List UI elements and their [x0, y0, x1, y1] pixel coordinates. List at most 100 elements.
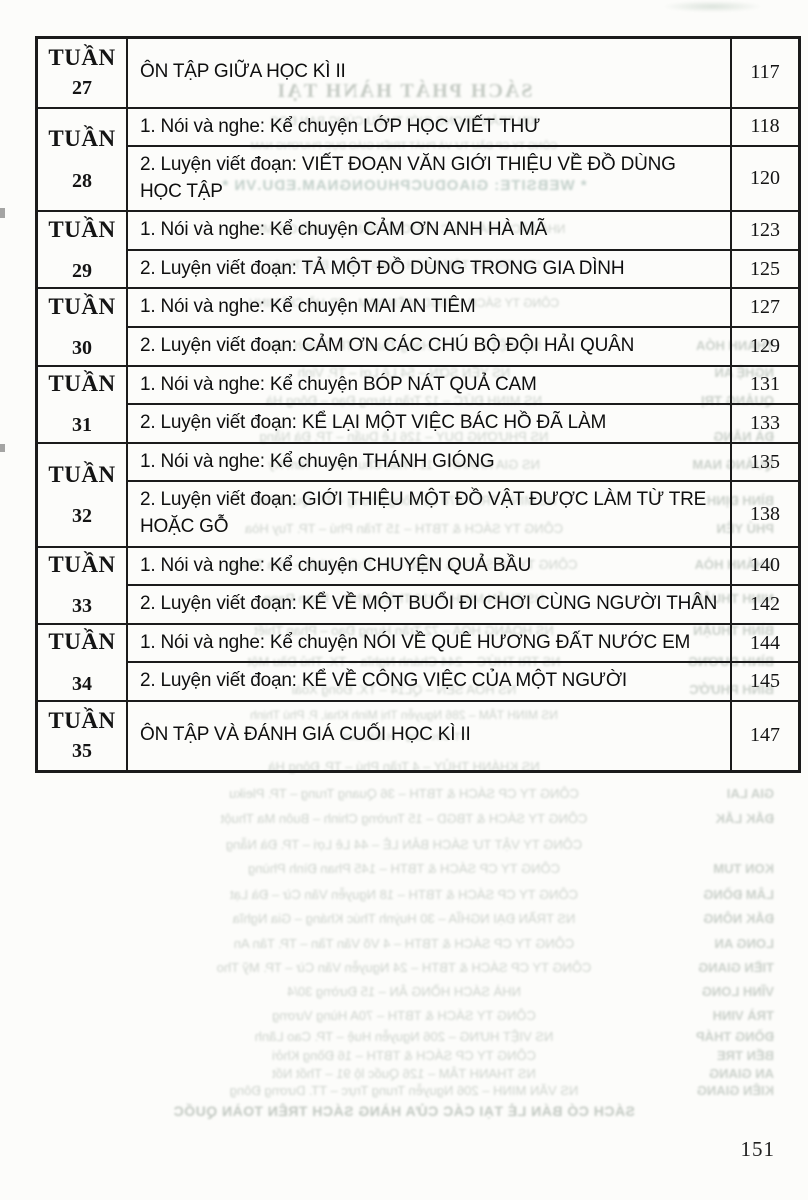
bleed-province-label: ĐẮK LẮK [715, 811, 775, 826]
scan-speck [0, 444, 5, 452]
toc-row: 2. Luyện viết đoạn: GIỚI THIỆU MỘT ĐỒ VẬ… [37, 480, 801, 548]
page-ref-cell: 129 [730, 326, 801, 367]
bleed-text: CÔNG TY CP SÁCH & TBTH – 16 Đồng Khởi [271, 1048, 537, 1063]
week-cell: TUẦN 32 [35, 441, 128, 548]
bleed-province-label: TRÀ VINH [712, 1008, 774, 1023]
bleed-province-label: LONG AN [714, 936, 774, 951]
lesson-title-cell: 2. Luyện viết đoạn: KỂ LẠI MỘT VIỆC BÁC … [126, 403, 732, 444]
lesson-title-cell: 2. Luyện viết đoạn: VIẾT ĐOẠN VĂN GIỚI T… [126, 145, 732, 213]
page-ref-cell: 142 [730, 584, 801, 625]
toc-row: TUẦN 34 1. Nói và nghe: Kể chuyện NÓI VỀ Q… [35, 622, 801, 703]
lesson-title-cell: 1. Nói và nghe: Kể chuyện THÁNH GIÓNG [126, 441, 732, 483]
week-group: TUẦN 33 1. Nói và nghe: Kể chuyện CHUYỆN Q… [35, 545, 801, 625]
lesson-title-cell: 1. Nói và nghe: Kể chuyện CHUYỆN QUẢ BẦU [126, 545, 732, 587]
page-ref-cell: 138 [730, 480, 801, 548]
lesson-title-cell: 2. Luyện viết đoạn: CẢM ƠN CÁC CHÚ BỘ ĐỘ… [126, 326, 732, 367]
week-label: TUẦN [48, 216, 116, 242]
toc-row: TUẦN 30 1. Nói và nghe: Kể chuyện MAI AN T… [35, 287, 801, 367]
toc-row: 2. Luyện viết đoạn: KỂ VỀ CÔNG VIỆC CỦA … [37, 661, 801, 702]
bleed-line: TIỀN GIANG CÔNG TY CP SÁCH & TBTH – 24 Ng… [0, 960, 808, 976]
bleed-text: CÔNG TY CP SÁCH & TBTH – 24 Nguyễn Văn C… [216, 960, 592, 975]
bleed-line: AN GIANG NS THANH TÂM – 126 Quốc lộ 91 – … [0, 1066, 808, 1082]
week-group: TUẦN 31 1. Nói và nghe: Kể chuyện BÓP NÁT … [35, 364, 801, 444]
week-cell: TUẦN 33 [35, 545, 128, 625]
bleed-line: CÔNG TY VẬT TƯ SÁCH BẢN LẺ – 44 Lê Lợi –… [0, 837, 808, 853]
bleed-line: SÁCH CÓ BÁN LẺ TẠI CÁC CỬA HÀNG SÁCH TRÊ… [0, 1103, 808, 1120]
bleed-text: NS VIỆT HƯNG – 206 Nguyễn Huệ – TP. Cao … [254, 1029, 554, 1044]
lesson-title-cell: 2. Luyện viết đoạn: KỂ VỀ CÔNG VIỆC CỦA … [126, 661, 732, 702]
page-ref-cell: 144 [730, 622, 801, 664]
page-ref-cell: 117 [730, 36, 801, 109]
page-ref-cell: 131 [730, 364, 801, 406]
bleed-line: TRÀ VINH CÔNG TY SÁCH & TBTH – 70A Hùng V… [0, 1008, 808, 1024]
bleed-province-label: ĐẮK NÔNG [703, 911, 774, 926]
bleed-line: GIA LAI CÔNG TY CP SÁCH & TBTH – 36 Quang… [0, 786, 808, 802]
bleed-line: KON TUM CÔNG TY CP SÁCH & TBTH – 145 Phan… [0, 861, 808, 877]
lesson-title-cell: 1. Nói và nghe: Kể chuyện NÓI VỀ QUÊ HƯƠ… [126, 622, 732, 664]
bleed-text: CÔNG TY CP SÁCH & TBTH – 4 Võ Văn Tần – … [233, 936, 575, 951]
bleed-text: SÁCH CÓ BÁN LẺ TẠI CÁC CỬA HÀNG SÁCH TRÊ… [173, 1103, 635, 1119]
toc-row: TUẦN 35 ÔN TẬP VÀ ĐÁNH GIÁ CUỐI HỌC KÌ II 1… [35, 700, 801, 772]
toc-row: TUẦN 33 1. Nói và nghe: Kể chuyện CHUYỆN Q… [35, 545, 801, 625]
lesson-title-cell: 2. Luyện viết đoạn: GIỚI THIỆU MỘT ĐỒ VẬ… [126, 480, 732, 548]
page-ref-cell: 125 [730, 248, 801, 290]
page-ref-cell: 133 [730, 403, 801, 444]
toc-row: 2. Luyện viết đoạn: CẢM ƠN CÁC CHÚ BỘ ĐỘ… [37, 326, 801, 367]
week-cell: TUẦN 30 [35, 287, 128, 367]
week-group: TUẦN 27 ÔN TẬP GIỮA HỌC KÌ II 117 [35, 36, 801, 109]
bleed-text: CÔNG TY SÁCH & TBGD – 15 Trường Chinh – … [220, 811, 588, 826]
lesson-title-cell: ÔN TẬP GIỮA HỌC KÌ II [126, 36, 732, 109]
bleed-province-label: AN GIANG [709, 1066, 774, 1081]
bleed-text: CÔNG TY VẬT TƯ SÁCH BẢN LẺ – 44 Lê Lợi –… [225, 837, 583, 852]
week-number: 27 [72, 77, 92, 100]
bleed-text: CÔNG TY SÁCH & TBTH – 70A Hùng Vương [272, 1008, 536, 1023]
bleed-line: ĐỒNG THÁP NS VIỆT HƯNG – 206 Nguyễn Huệ –… [0, 1029, 808, 1045]
bleed-line: LONG AN CÔNG TY CP SÁCH & TBTH – 4 Võ Văn… [0, 936, 808, 952]
bleed-line: ĐẮK NÔNG NS TRẦN ĐẠI NGHĨA – 30 Huỳnh Thú… [0, 911, 808, 927]
week-label: TUẦN [48, 293, 116, 319]
lesson-title-cell: 1. Nói và nghe: Kể chuyện CẢM ƠN ANH HÀ … [126, 210, 732, 251]
toc-row: TUẦN 27 ÔN TẬP GIỮA HỌC KÌ II 117 [35, 36, 801, 109]
bleed-province-label: LÂM ĐỒNG [703, 887, 774, 902]
lesson-title-cell: 1. Nói và nghe: Kể chuyện MAI AN TIÊM [126, 287, 732, 329]
page-ref-cell: 135 [730, 441, 801, 483]
page-ref-cell: 127 [730, 287, 801, 329]
bleed-text: NHÀ SÁCH HỒNG ÂN – 15 Đường 30/4 [287, 984, 521, 999]
bleed-province-label: KIÊN GIANG [696, 1083, 774, 1098]
bleed-line: VĨNH LONG NHÀ SÁCH HỒNG ÂN – 15 Đường 30/… [0, 984, 808, 1000]
bleed-text: NS THANH TÂM – 126 Quốc lộ 91 – Thốt Nốt [272, 1066, 536, 1081]
bleed-province-label: BẾN TRE [716, 1048, 774, 1063]
week-group: TUẦN 35 ÔN TẬP VÀ ĐÁNH GIÁ CUỐI HỌC KÌ II 1… [35, 700, 801, 772]
bleed-text: CÔNG TY CP SÁCH & TBTH – 145 Phan Đình P… [248, 861, 560, 876]
bleed-line: KIÊN GIANG NS VĂN MINH – 206 Nguyễn Trung… [0, 1083, 808, 1099]
bleed-text: CÔNG TY CP SÁCH & TBTH – 18 Nguyễn Văn C… [229, 887, 579, 902]
week-group: TUẦN 30 1. Nói và nghe: Kể chuyện MAI AN T… [35, 287, 801, 367]
toc-row: TUẦN 32 1. Nói và nghe: Kể chuyện THÁNH GI… [35, 441, 801, 548]
page-ref-cell: 118 [730, 106, 801, 148]
bleed-text: CÔNG TY CP SÁCH & TBTH – 36 Quang Trung … [229, 786, 579, 801]
lesson-title-cell: 2. Luyện viết đoạn: TẢ MỘT ĐỒ DÙNG TRONG… [126, 248, 732, 290]
bleed-text: NS VĂN MINH – 206 Nguyễn Trung Trực – TT… [229, 1083, 579, 1098]
week-label: TUẦN [48, 45, 116, 71]
week-group: TUẦN 29 1. Nói và nghe: Kể chuyện CẢM ƠN A… [35, 210, 801, 290]
scan-smudge [665, 1, 760, 12]
lesson-title-cell: 1. Nói và nghe: Kể chuyện LỚP HỌC VIẾT T… [126, 106, 732, 148]
toc-table: TUẦN 27 ÔN TẬP GIỮA HỌC KÌ II 117 TUẦN 28 1. N… [35, 36, 801, 773]
lesson-title-cell: ÔN TẬP VÀ ĐÁNH GIÁ CUỐI HỌC KÌ II [126, 700, 732, 772]
bleed-province-label: TIỀN GIANG [698, 960, 774, 975]
week-cell: TUẦN 31 [35, 364, 128, 444]
week-number: 28 [72, 169, 92, 192]
toc-row: 2. Luyện viết đoạn: VIẾT ĐOẠN VĂN GIỚI T… [37, 145, 801, 213]
week-label: TUẦN [48, 371, 116, 397]
toc-row: TUẦN 31 1. Nói và nghe: Kể chuyện BÓP NÁT … [35, 364, 801, 444]
toc-row: 2. Luyện viết đoạn: KỂ LẠI MỘT VIỆC BÁC … [37, 403, 801, 444]
week-cell: TUẦN 29 [35, 210, 128, 290]
lesson-title-cell: 1. Nói và nghe: Kể chuyện BÓP NÁT QUẢ CA… [126, 364, 732, 406]
page-ref-cell: 147 [730, 700, 801, 772]
week-number: 33 [72, 595, 92, 618]
page-ref-cell: 145 [730, 661, 801, 702]
toc-row: TUẦN 28 1. Nói và nghe: Kể chuyện LỚP HỌC … [35, 106, 801, 213]
week-number: 31 [72, 414, 92, 437]
toc-row: 2. Luyện viết đoạn: KỂ VỀ MỘT BUỔI ĐI CH… [37, 584, 801, 625]
